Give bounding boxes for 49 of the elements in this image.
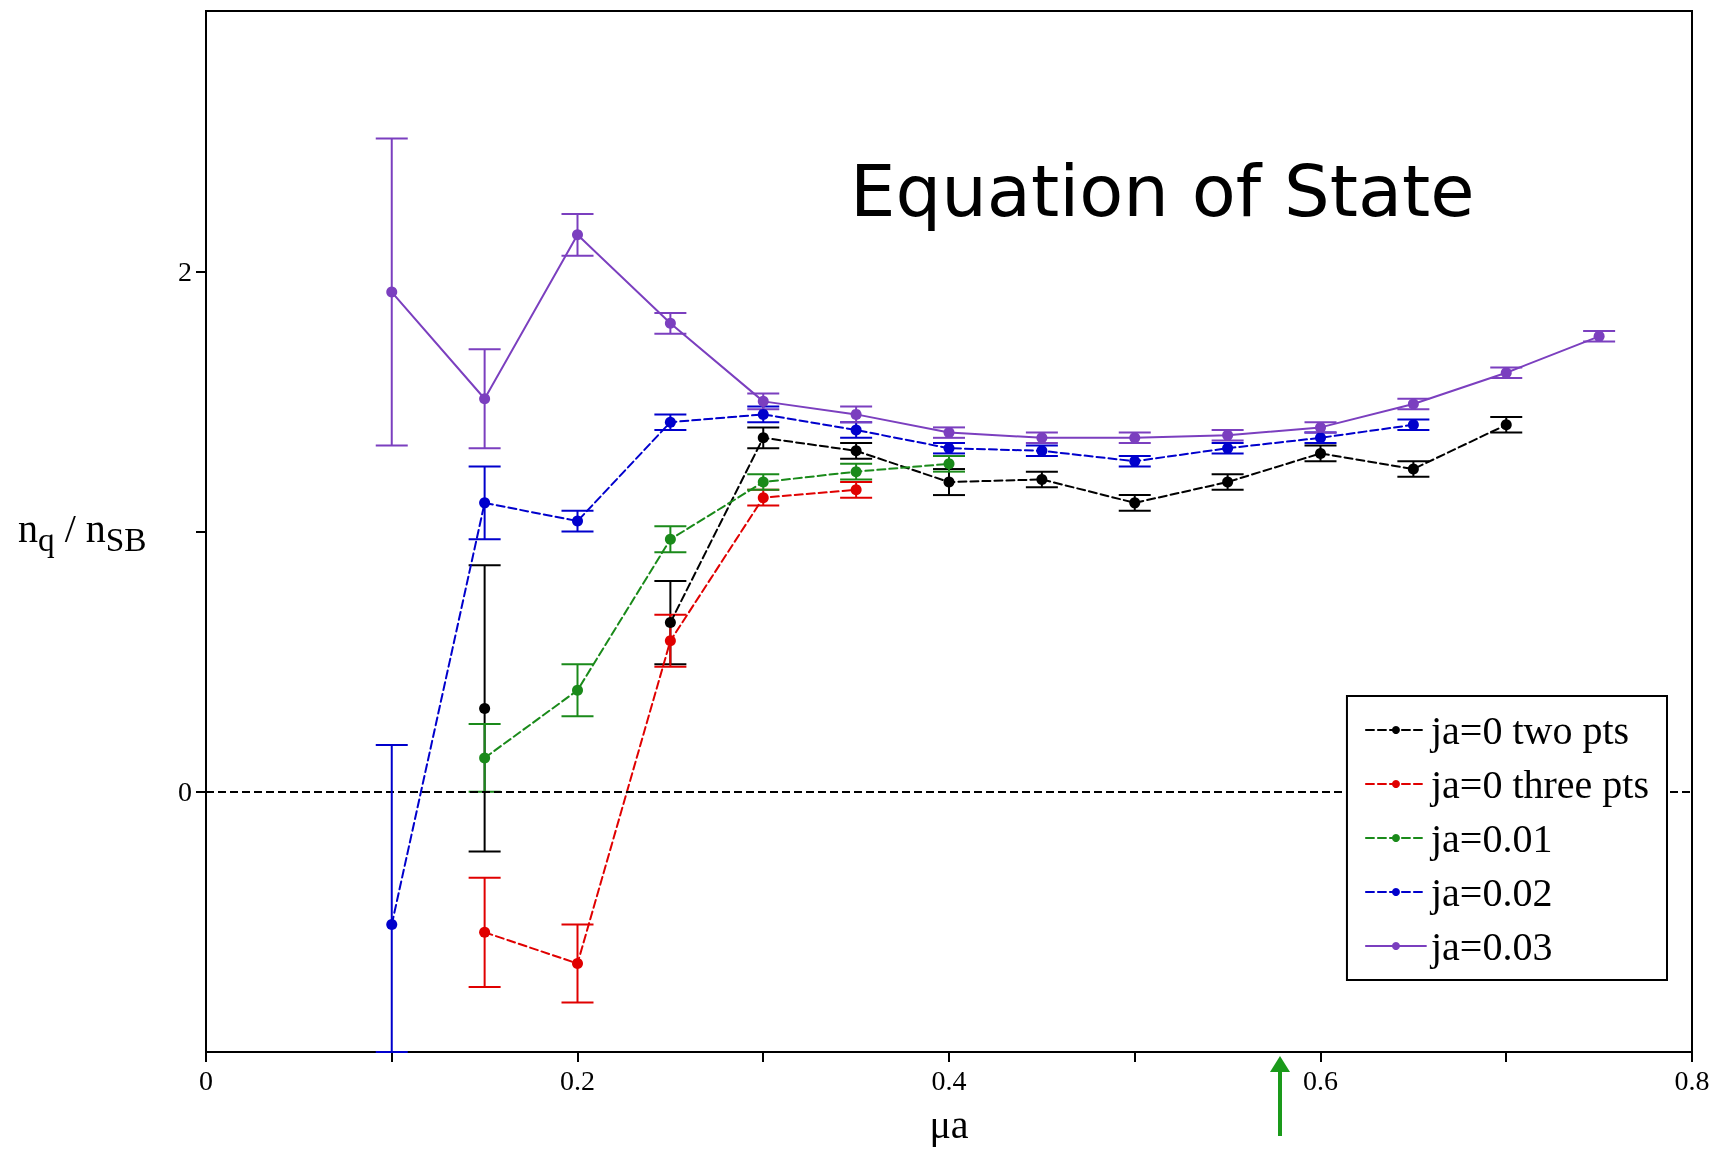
x-tick-label: 0.2 [560, 1064, 595, 1096]
y-tick-label: 2 [178, 255, 192, 287]
point [479, 752, 491, 764]
x-tick-label: 0 [199, 1064, 213, 1096]
point [664, 416, 676, 428]
point [386, 918, 398, 930]
point [757, 432, 769, 444]
point [664, 635, 676, 647]
point [1222, 476, 1234, 488]
legend-label: ja=0 three pts [1428, 761, 1649, 807]
point [664, 533, 676, 545]
point [850, 466, 862, 478]
point [757, 395, 769, 407]
legend-label: ja=0 two pts [1428, 707, 1630, 753]
point [1315, 447, 1326, 459]
point [1407, 463, 1419, 475]
point [1129, 497, 1141, 509]
point [572, 515, 583, 527]
point [1407, 398, 1419, 410]
x-axis-title: μa [929, 1101, 969, 1147]
point [850, 408, 862, 420]
point [1500, 419, 1512, 431]
x-tick-label: 0.4 [931, 1064, 967, 1096]
point [850, 424, 862, 436]
point [386, 286, 398, 298]
y-axis-title: n$_{q}$ / n$_{SB}$ [18, 505, 147, 559]
text: Equation of State [850, 149, 1475, 233]
x-tick-label: 0.6 [1303, 1064, 1338, 1096]
point [943, 458, 955, 470]
point [479, 926, 491, 938]
point [479, 702, 491, 714]
point [757, 476, 769, 488]
point [664, 617, 676, 629]
point [572, 684, 583, 696]
point [850, 445, 862, 457]
legend-label: ja=0.02 [1428, 869, 1553, 915]
point [572, 229, 583, 241]
point [757, 492, 769, 504]
legend-label: ja=0.01 [1428, 815, 1553, 861]
point [664, 317, 676, 329]
point [757, 408, 769, 420]
point [479, 393, 491, 405]
point [943, 476, 955, 488]
point [479, 497, 491, 509]
x-tick-label: 0.8 [1674, 1064, 1710, 1096]
point [572, 958, 583, 970]
legend-label: ja=0.03 [1428, 923, 1553, 969]
point [850, 484, 862, 496]
point [1036, 473, 1048, 485]
